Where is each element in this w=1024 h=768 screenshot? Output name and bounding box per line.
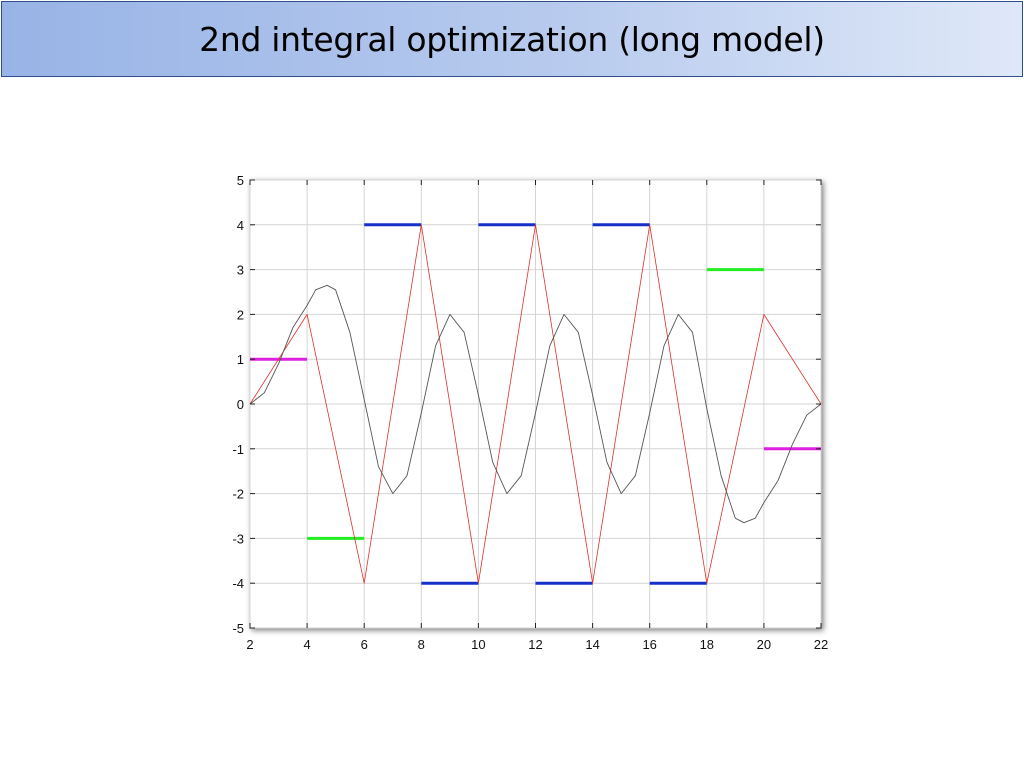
x-tick-label: 8: [418, 637, 425, 652]
series-line-1: [249, 224, 822, 584]
x-tick-label: 10: [471, 637, 485, 652]
y-tick-label: 0: [237, 397, 244, 412]
x-tick-label: 22: [814, 637, 828, 652]
y-tick-label: 3: [237, 263, 244, 278]
y-tick-label: -4: [232, 576, 244, 591]
x-tick-label: 12: [528, 637, 542, 652]
slide-title: 2nd integral optimization (long model): [199, 19, 825, 59]
y-tick-label: 5: [237, 173, 244, 188]
y-tick-label: 2: [237, 307, 244, 322]
step-segments: [250, 223, 821, 585]
x-tick-label: 4: [303, 637, 310, 652]
tick-marks: [249, 179, 822, 629]
x-tick-label: 6: [361, 637, 368, 652]
grid-lines: [249, 179, 822, 629]
y-tick-label: -1: [232, 442, 244, 457]
series-lines: [249, 224, 822, 584]
y-tick-label: -5: [232, 621, 244, 636]
series-line-2: [249, 284, 822, 524]
x-tick-label: 18: [700, 637, 714, 652]
x-tick-label: 2: [246, 637, 253, 652]
x-tick-label: 14: [585, 637, 599, 652]
y-tick-label: 4: [237, 218, 244, 233]
slide-title-bar: 2nd integral optimization (long model): [1, 1, 1023, 77]
x-tick-label: 16: [642, 637, 656, 652]
y-tick-label: -2: [232, 487, 244, 502]
y-tick-label: 1: [237, 352, 244, 367]
x-tick-label: 20: [757, 637, 771, 652]
y-tick-label: -3: [232, 531, 244, 546]
